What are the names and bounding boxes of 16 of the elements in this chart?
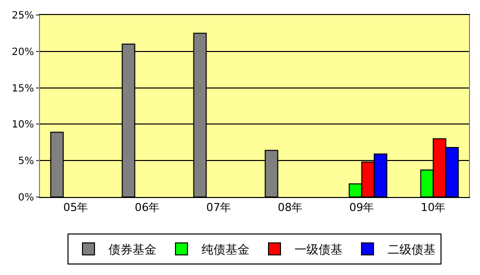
legend-label: 债券基金: [108, 242, 156, 257]
x-tick-label: 10年: [420, 201, 446, 214]
x-tick-label: 05年: [63, 201, 88, 214]
x-tick-label: 08年: [278, 201, 303, 214]
x-tick-label: 09年: [349, 201, 374, 214]
y-tick-label: 25%: [12, 10, 34, 22]
x-tick-label: 06年: [134, 201, 160, 214]
x-tick-label: 07年: [206, 201, 232, 214]
y-tick-label: 0%: [18, 192, 34, 204]
y-tick-label: 15%: [12, 83, 34, 94]
y-tick-label: 20%: [12, 46, 34, 58]
y-tick-label: 5%: [18, 156, 34, 168]
legend-label: 二级债基: [388, 242, 436, 257]
legend-label: 一级债基: [294, 242, 342, 257]
legend-label: 纯债基金: [202, 242, 250, 257]
y-tick-label: 10%: [12, 120, 34, 131]
